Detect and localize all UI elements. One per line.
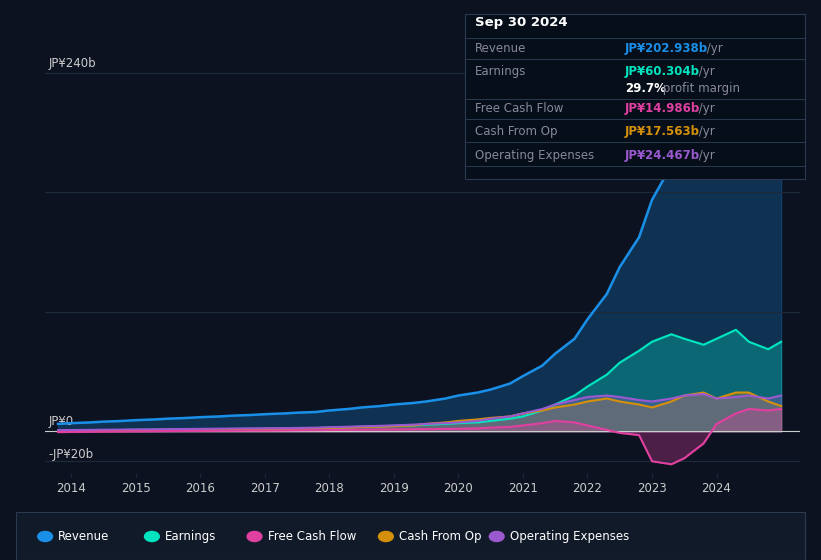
Text: Operating Expenses: Operating Expenses xyxy=(475,149,594,162)
Text: Revenue: Revenue xyxy=(475,43,526,55)
Text: 29.7%: 29.7% xyxy=(625,82,666,95)
Text: JP¥240b: JP¥240b xyxy=(48,57,96,70)
Text: Free Cash Flow: Free Cash Flow xyxy=(475,102,563,115)
Text: Cash From Op: Cash From Op xyxy=(475,125,557,138)
Text: Cash From Op: Cash From Op xyxy=(399,530,481,543)
Text: /yr: /yr xyxy=(703,43,722,55)
Text: JP¥17.563b: JP¥17.563b xyxy=(625,125,699,138)
Text: /yr: /yr xyxy=(695,125,714,138)
Text: JP¥24.467b: JP¥24.467b xyxy=(625,149,700,162)
Text: Operating Expenses: Operating Expenses xyxy=(510,530,629,543)
Text: JP¥0: JP¥0 xyxy=(48,416,74,428)
Text: JP¥60.304b: JP¥60.304b xyxy=(625,65,699,78)
Text: -JP¥20b: -JP¥20b xyxy=(48,448,94,461)
Text: profit margin: profit margin xyxy=(659,82,741,95)
Text: /yr: /yr xyxy=(695,149,714,162)
Text: /yr: /yr xyxy=(695,65,714,78)
Text: Earnings: Earnings xyxy=(165,530,217,543)
Text: Revenue: Revenue xyxy=(58,530,110,543)
Text: Free Cash Flow: Free Cash Flow xyxy=(268,530,356,543)
Text: /yr: /yr xyxy=(695,102,714,115)
Text: Earnings: Earnings xyxy=(475,65,526,78)
Text: Sep 30 2024: Sep 30 2024 xyxy=(475,16,567,29)
Text: JP¥202.938b: JP¥202.938b xyxy=(625,43,708,55)
Text: JP¥14.986b: JP¥14.986b xyxy=(625,102,700,115)
